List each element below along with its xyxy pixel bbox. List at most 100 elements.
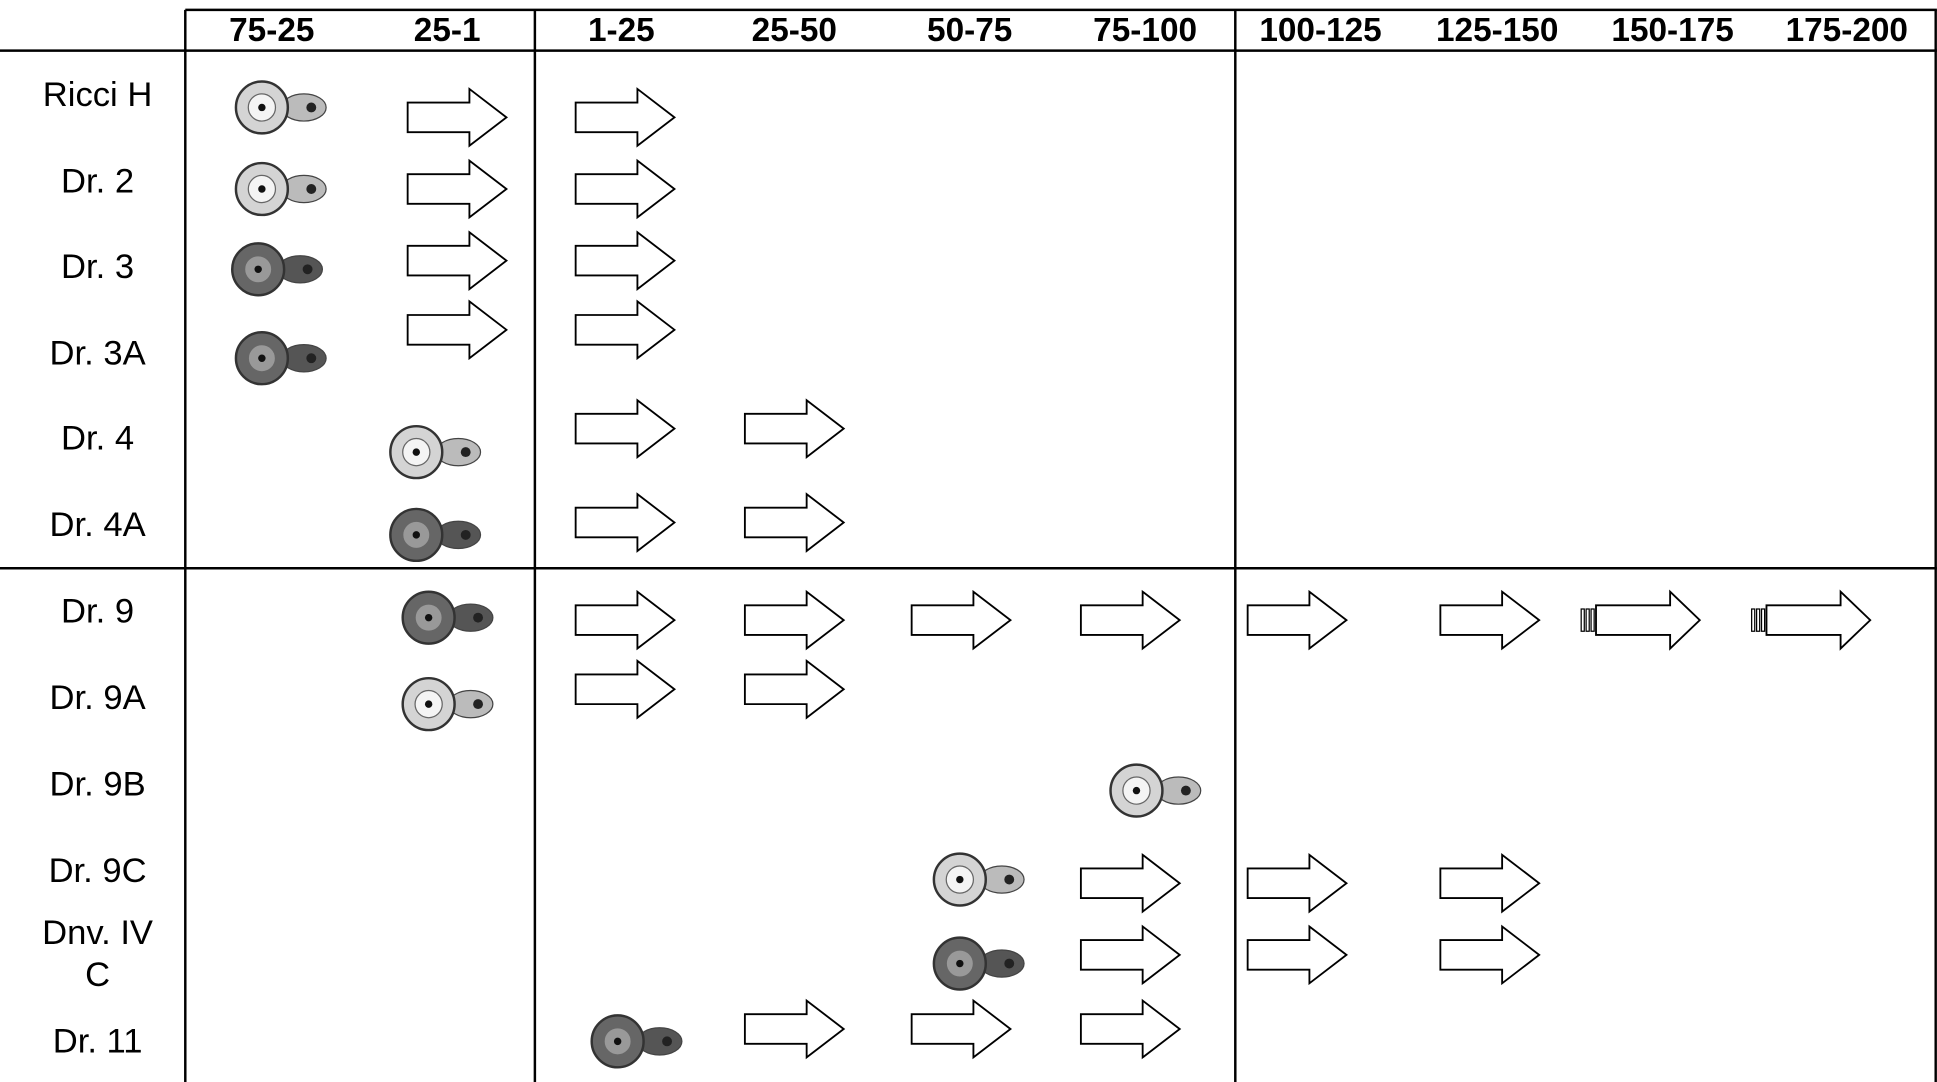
row-label: Dr. 4A [49, 505, 146, 544]
lamp-icon [389, 424, 482, 480]
lamp-icon [389, 507, 482, 563]
arrow-shape [1765, 589, 1872, 651]
arrow-shape [1246, 589, 1348, 651]
lamp-wick [1180, 785, 1191, 796]
row-label: Dr. 9C [48, 851, 147, 890]
lamp-hole [1132, 786, 1141, 795]
lamp-hole [254, 265, 262, 274]
lamp-wick [460, 447, 471, 458]
arrow-shape [1079, 852, 1182, 914]
arrow-shape [1439, 924, 1541, 986]
column-header: 1-25 [587, 11, 655, 49]
lamp-wick [306, 184, 317, 194]
row-label: Dr. 2 [61, 161, 135, 201]
arrow [743, 492, 846, 553]
lamp-icon [401, 590, 494, 645]
arrow [574, 659, 676, 720]
arrow [574, 158, 676, 220]
arrow-shape [910, 589, 1012, 651]
arrow [1079, 998, 1182, 1060]
arrow [574, 398, 676, 459]
arrow-shape [406, 230, 508, 291]
lamp-icon [590, 1014, 683, 1069]
arrow-shape [1079, 589, 1182, 651]
arrow-shape [743, 492, 846, 553]
lamp-wick [473, 699, 484, 710]
arrow-tick [1585, 608, 1590, 632]
lamp-icon [234, 331, 327, 386]
column-header: 125-150 [1435, 11, 1559, 49]
arrow [910, 998, 1012, 1060]
arrow [910, 589, 1012, 651]
arrow-shape [406, 299, 508, 361]
lamp-icon [1109, 763, 1202, 818]
arrow [743, 998, 846, 1060]
arrow-shape [743, 998, 846, 1060]
column-header: 75-25 [229, 11, 315, 49]
row-label: Dr. 3A [49, 333, 146, 372]
arrow [743, 398, 846, 459]
arrow-shape [910, 998, 1012, 1060]
arrow [574, 589, 676, 651]
arrow-shape [1439, 589, 1541, 651]
lamp-hole [613, 1037, 622, 1046]
arrow-shape [574, 659, 676, 720]
row-label: Dr. 4 [61, 418, 135, 458]
arrow [574, 492, 676, 553]
lamp-hole [424, 613, 433, 622]
arrow-tick [1751, 608, 1756, 632]
arrow [406, 299, 508, 361]
lamp-hole [258, 103, 266, 112]
arrow-tick [1580, 608, 1585, 632]
arrow-shape [406, 158, 508, 220]
arrow [1079, 589, 1182, 651]
column-header: 100-125 [1259, 11, 1382, 49]
arrow-shape [1079, 998, 1182, 1060]
lamp-wick [662, 1036, 673, 1047]
arrow [406, 87, 508, 148]
lamp-hole [258, 185, 266, 193]
lamp-icon [932, 936, 1025, 991]
arrow [743, 589, 846, 651]
arrow [1439, 924, 1541, 986]
arrow-shape [1595, 589, 1702, 651]
row-label: Dr. 3 [61, 247, 135, 286]
arrow-shape [574, 589, 676, 651]
arrow-tick [1755, 608, 1761, 632]
column-header: 75-100 [1093, 11, 1198, 49]
lamp-icon [231, 242, 324, 297]
lamp-icon [234, 161, 327, 217]
arrow [1439, 589, 1541, 651]
arrow [406, 158, 508, 220]
lamp-icon [932, 852, 1025, 907]
lamp-wick [473, 612, 484, 623]
lamp-hole [956, 959, 964, 968]
arrow-shape [406, 87, 508, 148]
arrow-shape [743, 589, 846, 651]
column-header: 25-1 [413, 11, 481, 49]
arrow [574, 230, 676, 291]
arrow-tick [1760, 608, 1766, 632]
lamp-icon [234, 80, 327, 135]
column-header: 175-200 [1785, 11, 1908, 49]
arrow-shape [574, 230, 676, 291]
arrow [1079, 852, 1182, 914]
lamp-hole [956, 875, 964, 884]
column-header: 50-75 [927, 11, 1013, 49]
lamp-wick [302, 264, 313, 275]
row-label: Dr. 9B [49, 764, 146, 803]
row-label: Dnv. IV C [42, 912, 154, 994]
column-header: 150-175 [1611, 11, 1734, 49]
arrow-shape [1439, 852, 1541, 914]
lamp-wick [306, 102, 317, 113]
arrow-shape [1246, 924, 1348, 986]
arrow [1246, 924, 1348, 986]
arrow-shape [574, 158, 676, 220]
arrow [574, 87, 676, 148]
lamp-wick [1004, 958, 1015, 969]
lamp-hole [412, 448, 421, 456]
lamp-icon [401, 676, 494, 732]
arrow [406, 230, 508, 291]
